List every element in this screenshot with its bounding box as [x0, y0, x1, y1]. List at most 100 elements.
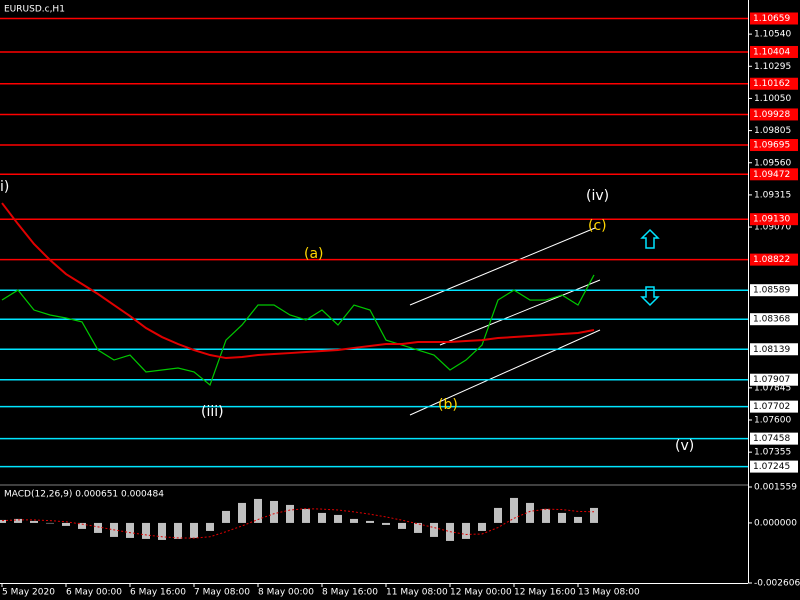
wave-label: (b) — [438, 397, 458, 413]
macd-bar — [174, 522, 182, 539]
chart-title: EURUSD.c,H1 — [4, 5, 65, 15]
x-tick-label: 12 May 00:00 — [450, 588, 512, 598]
level-label: 1.07702 — [753, 402, 790, 412]
level-box — [750, 45, 798, 58]
y-tick-label: 1.07355 — [754, 448, 791, 458]
macd-bar — [94, 522, 102, 533]
channel-line — [409, 329, 601, 416]
macd-bar — [574, 516, 582, 523]
macd-bar — [46, 522, 54, 524]
y-tick-label: 1.07600 — [754, 416, 791, 426]
macd-bar — [334, 514, 342, 523]
wave-label: (c) — [588, 218, 607, 234]
macd-title: MACD(12,26,9) 0.000651 0.000484 — [4, 490, 164, 500]
y-tick-label: 1.09805 — [754, 126, 791, 136]
level-box — [750, 253, 798, 266]
signal-line — [1, 508, 595, 539]
x-tick-label: 7 May 08:00 — [194, 588, 250, 598]
macd-bar — [430, 522, 438, 537]
x-tick-label: 6 May 16:00 — [130, 588, 186, 598]
level-label: 1.10162 — [753, 79, 790, 89]
level-label: 1.07907 — [753, 375, 790, 385]
x-tick-label: 8 May 00:00 — [258, 588, 314, 598]
wave-label: (iii) — [201, 404, 224, 420]
wave-label: (iv) — [586, 188, 609, 204]
macd-bar — [478, 522, 486, 531]
macd-bar — [30, 520, 38, 523]
level-label: 1.07458 — [753, 434, 790, 444]
macd-bar — [494, 507, 502, 523]
macd-bar — [590, 507, 598, 523]
level-label: 1.10404 — [753, 47, 790, 57]
price-line — [1, 274, 595, 386]
channel-line — [409, 227, 596, 306]
macd-bar — [142, 522, 150, 539]
level-box — [750, 12, 798, 25]
macd-bar — [462, 522, 470, 539]
macd-bar — [542, 508, 550, 523]
macd-bar — [366, 520, 374, 523]
y-tick-label: 1.10540 — [754, 30, 791, 40]
level-label: 1.09695 — [753, 141, 790, 151]
level-box — [750, 432, 798, 445]
macd-bar — [318, 512, 326, 523]
y-tick-label: 1.09070 — [754, 223, 791, 233]
y-tick-label: 1.09315 — [754, 190, 791, 200]
y-tick-label: -0.002606 — [754, 579, 800, 589]
macd-bar — [14, 518, 22, 523]
wave-label: (a) — [304, 246, 324, 262]
macd-bar — [126, 522, 134, 538]
x-tick-label: 5 May 2020 — [2, 588, 55, 598]
macd-bar — [414, 522, 422, 533]
macd-bar — [398, 522, 406, 529]
level-label: 1.08368 — [753, 315, 790, 325]
macd-bar — [286, 504, 294, 523]
level-box — [750, 313, 798, 326]
level-box — [750, 373, 798, 386]
level-label: 1.08589 — [753, 286, 790, 296]
level-label: 1.08139 — [753, 345, 790, 355]
y-tick-label: 0.001559 — [754, 483, 797, 493]
macd-bar — [0, 519, 6, 523]
y-tick-label: 1.10050 — [754, 94, 791, 104]
down-arrow — [640, 286, 660, 307]
level-box — [750, 213, 798, 226]
macd-bar — [238, 502, 246, 523]
macd-bar — [510, 497, 518, 523]
macd-bar — [78, 522, 86, 529]
level-label: 1.10659 — [753, 14, 790, 24]
macd-bar — [190, 522, 198, 538]
level-box — [750, 460, 798, 473]
macd-bar — [350, 518, 358, 523]
wave-label: i) — [0, 179, 9, 195]
level-label: 1.09472 — [753, 170, 790, 180]
up-arrow — [640, 228, 660, 249]
level-box — [750, 77, 798, 90]
x-tick-label: 12 May 16:00 — [514, 588, 576, 598]
macd-bar — [382, 522, 390, 525]
level-box — [750, 108, 798, 121]
level-label: 1.08822 — [753, 255, 790, 265]
macd-bar — [62, 522, 70, 526]
macd-bar — [558, 512, 566, 523]
x-tick-label: 8 May 16:00 — [322, 588, 378, 598]
wave-label: (v) — [675, 438, 694, 454]
y-tick-label: 0.000000 — [754, 518, 797, 528]
macd-bar — [302, 508, 310, 523]
y-tick-label: 1.10295 — [754, 62, 791, 72]
level-box — [750, 343, 798, 356]
level-box — [750, 400, 798, 413]
level-box — [750, 284, 798, 297]
y-tick-label: 1.09560 — [754, 158, 791, 168]
macd-bar — [206, 522, 214, 531]
macd-bar — [158, 522, 166, 540]
macd-bar — [270, 500, 278, 523]
moving-average — [1, 202, 595, 360]
level-box — [750, 168, 798, 181]
level-box — [750, 139, 798, 152]
y-tick-label: 1.07845 — [754, 383, 791, 393]
macd-bar — [222, 510, 230, 523]
